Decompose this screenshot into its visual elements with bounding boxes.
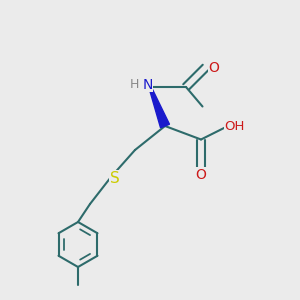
Text: O: O	[208, 61, 219, 74]
Text: H: H	[130, 78, 139, 91]
Text: N: N	[142, 78, 153, 92]
Text: S: S	[110, 171, 119, 186]
Text: O: O	[196, 168, 206, 182]
Polygon shape	[149, 87, 170, 128]
Text: OH: OH	[224, 119, 245, 133]
